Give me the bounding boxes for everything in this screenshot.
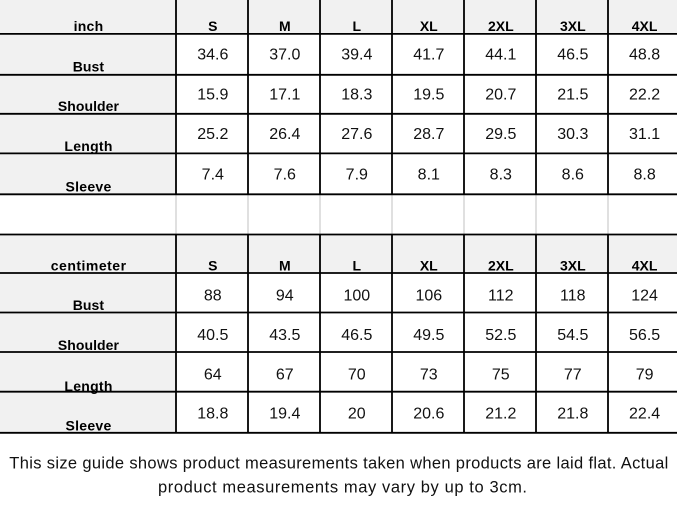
- svg-text:Sleeve: Sleeve: [66, 179, 112, 195]
- svg-text:S: S: [208, 18, 217, 34]
- svg-text:39.4: 39.4: [341, 46, 372, 63]
- svg-text:22.4: 22.4: [629, 405, 660, 422]
- svg-text:4XL: 4XL: [632, 258, 658, 274]
- svg-text:2XL: 2XL: [488, 258, 514, 274]
- svg-text:79: 79: [636, 367, 654, 384]
- svg-text:112: 112: [488, 287, 514, 304]
- svg-text:XL: XL: [420, 258, 438, 274]
- svg-text:75: 75: [492, 367, 510, 384]
- svg-text:21.8: 21.8: [557, 405, 588, 422]
- svg-text:8.8: 8.8: [633, 167, 655, 184]
- svg-text:88: 88: [204, 287, 222, 304]
- svg-text:8.3: 8.3: [490, 167, 512, 184]
- svg-text:37.0: 37.0: [269, 46, 300, 63]
- svg-text:7.6: 7.6: [274, 167, 296, 184]
- svg-text:106: 106: [415, 287, 442, 304]
- svg-text:43.5: 43.5: [269, 327, 300, 344]
- svg-text:S: S: [208, 258, 217, 274]
- svg-text:27.6: 27.6: [341, 126, 372, 143]
- svg-text:54.5: 54.5: [557, 327, 588, 344]
- svg-text:46.5: 46.5: [557, 46, 588, 63]
- svg-text:Shoulder: Shoulder: [58, 98, 120, 114]
- svg-text:product measurements may vary: product measurements may vary by up to 3…: [158, 479, 527, 497]
- svg-text:30.3: 30.3: [557, 126, 588, 143]
- svg-text:56.5: 56.5: [629, 327, 660, 344]
- svg-text:L: L: [353, 18, 362, 34]
- svg-text:8.1: 8.1: [418, 167, 440, 184]
- svg-text:18.8: 18.8: [197, 405, 228, 422]
- svg-text:25.2: 25.2: [197, 126, 228, 143]
- svg-text:26.4: 26.4: [269, 126, 300, 143]
- svg-text:77: 77: [564, 367, 582, 384]
- svg-text:centimeter: centimeter: [51, 258, 127, 274]
- svg-text:31.1: 31.1: [629, 126, 660, 143]
- svg-text:73: 73: [420, 367, 438, 384]
- svg-text:70: 70: [348, 367, 366, 384]
- svg-text:40.5: 40.5: [197, 327, 228, 344]
- svg-text:8.6: 8.6: [562, 167, 584, 184]
- svg-text:3XL: 3XL: [560, 258, 586, 274]
- svg-text:49.5: 49.5: [413, 327, 444, 344]
- svg-text:Bust: Bust: [73, 58, 105, 74]
- svg-text:29.5: 29.5: [485, 126, 516, 143]
- svg-text:118: 118: [560, 287, 586, 304]
- svg-text:15.9: 15.9: [197, 86, 228, 103]
- svg-text:XL: XL: [420, 18, 438, 34]
- svg-text:41.7: 41.7: [413, 46, 444, 63]
- svg-text:94: 94: [276, 287, 294, 304]
- svg-text:2XL: 2XL: [488, 18, 514, 34]
- svg-text:100: 100: [343, 287, 370, 304]
- svg-text:48.8: 48.8: [629, 46, 660, 63]
- svg-text:52.5: 52.5: [485, 327, 516, 344]
- svg-text:20.7: 20.7: [485, 86, 516, 103]
- svg-text:This size guide shows product: This size guide shows product measuremen…: [9, 454, 668, 472]
- svg-text:46.5: 46.5: [341, 327, 372, 344]
- svg-text:18.3: 18.3: [341, 86, 372, 103]
- svg-text:67: 67: [276, 367, 294, 384]
- svg-text:22.2: 22.2: [629, 86, 660, 103]
- svg-text:4XL: 4XL: [632, 18, 658, 34]
- svg-text:Sleeve: Sleeve: [66, 418, 112, 434]
- svg-text:124: 124: [631, 287, 658, 304]
- svg-text:M: M: [279, 258, 291, 274]
- svg-text:21.2: 21.2: [485, 405, 516, 422]
- svg-text:20: 20: [348, 405, 366, 422]
- svg-text:Shoulder: Shoulder: [58, 337, 120, 353]
- svg-text:M: M: [279, 18, 291, 34]
- svg-text:7.9: 7.9: [346, 167, 368, 184]
- svg-text:20.6: 20.6: [413, 405, 444, 422]
- svg-text:28.7: 28.7: [413, 126, 444, 143]
- svg-text:64: 64: [204, 367, 222, 384]
- svg-text:Length: Length: [64, 378, 112, 394]
- svg-text:Length: Length: [64, 138, 112, 154]
- svg-text:inch: inch: [74, 18, 104, 34]
- svg-text:L: L: [353, 258, 362, 274]
- svg-text:21.5: 21.5: [557, 86, 588, 103]
- svg-text:34.6: 34.6: [197, 46, 228, 63]
- svg-text:Bust: Bust: [73, 297, 105, 313]
- svg-text:19.4: 19.4: [269, 405, 300, 422]
- svg-text:7.4: 7.4: [202, 167, 224, 184]
- svg-text:17.1: 17.1: [269, 86, 300, 103]
- svg-text:3XL: 3XL: [560, 18, 586, 34]
- svg-text:44.1: 44.1: [485, 46, 516, 63]
- svg-text:19.5: 19.5: [413, 86, 444, 103]
